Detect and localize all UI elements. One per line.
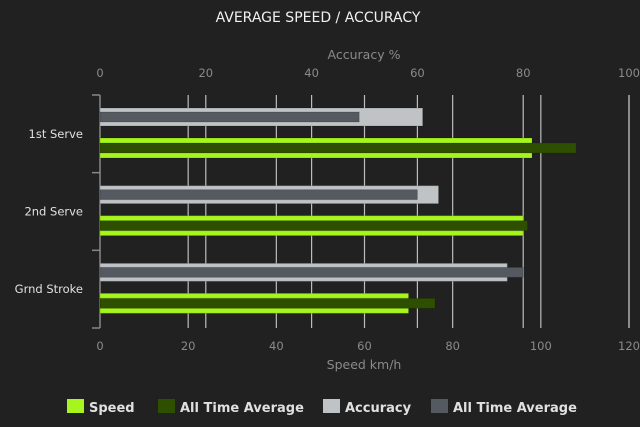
category-label: 2nd Serve bbox=[24, 205, 83, 219]
legend-swatch bbox=[323, 399, 340, 413]
accuracy-average-bar bbox=[99, 111, 360, 123]
legend-swatch bbox=[67, 399, 84, 413]
legend-label: All Time Average bbox=[453, 401, 577, 416]
top-tick-label: 80 bbox=[516, 66, 531, 80]
accuracy-average-bar bbox=[99, 266, 524, 278]
top-tick-label: 60 bbox=[410, 66, 425, 80]
bottom-tick-label: 120 bbox=[618, 339, 640, 353]
bottom-tick-label: 80 bbox=[445, 339, 460, 353]
legend-swatch bbox=[431, 399, 448, 413]
legend-label: All Time Average bbox=[180, 401, 304, 416]
speed-average-bar bbox=[99, 297, 436, 309]
accuracy-average-bar bbox=[99, 189, 418, 201]
bottom-tick-label: 100 bbox=[530, 339, 552, 353]
bottom-tick-label: 0 bbox=[96, 339, 103, 353]
top-tick-label: 20 bbox=[198, 66, 213, 80]
speed-average-bar bbox=[99, 142, 577, 154]
bottom-tick-label: 60 bbox=[357, 339, 372, 353]
category-label: Grnd Stroke bbox=[15, 282, 83, 296]
bottom-tick-label: 40 bbox=[269, 339, 284, 353]
top-tick-label: 100 bbox=[618, 66, 640, 80]
category-label: 1st Serve bbox=[29, 127, 83, 141]
bottom-axis-label: Speed km/h bbox=[327, 357, 402, 372]
top-axis-label: Accuracy % bbox=[328, 47, 401, 62]
top-tick-label: 40 bbox=[304, 66, 319, 80]
legend-swatch bbox=[158, 399, 175, 413]
legend-label: Accuracy bbox=[345, 401, 412, 416]
speed-average-bar bbox=[99, 220, 529, 232]
bottom-tick-label: 20 bbox=[181, 339, 196, 353]
top-tick-label: 0 bbox=[96, 66, 103, 80]
legend-label: Speed bbox=[89, 401, 135, 416]
chart-title: AVERAGE SPEED / ACCURACY bbox=[216, 10, 421, 26]
